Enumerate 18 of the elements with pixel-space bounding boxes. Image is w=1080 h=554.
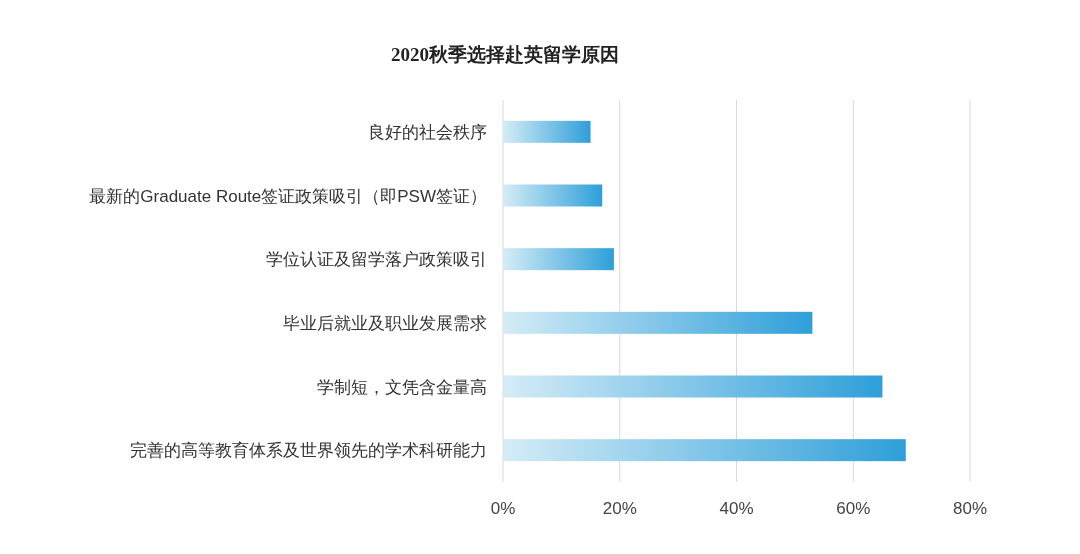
y-tick-label: 毕业后就业及职业发展需求 xyxy=(283,313,487,333)
x-tick-label: 40% xyxy=(719,499,754,518)
bar xyxy=(503,311,813,334)
x-tick-label: 0% xyxy=(490,499,516,518)
y-tick-label: 学位认证及留学落户政策吸引 xyxy=(266,250,487,270)
bar xyxy=(503,184,603,207)
y-tick-label: 最新的Graduate Route签证政策吸引（即PSW签证） xyxy=(89,186,487,206)
y-tick-label: 学制短，文凭含金量高 xyxy=(317,377,487,397)
x-tick-label: 60% xyxy=(836,499,871,518)
bar xyxy=(503,375,883,398)
y-tick-label: 完善的高等教育体系及世界领先的学术科研能力 xyxy=(130,441,487,461)
x-tick-label: 20% xyxy=(602,499,637,518)
x-tick-label: 80% xyxy=(952,499,988,518)
bar xyxy=(503,248,614,271)
chart-title: 2020秋季选择赴英留学原因 xyxy=(391,44,619,65)
bar xyxy=(503,120,591,143)
bar xyxy=(503,439,906,462)
y-tick-label: 良好的社会秩序 xyxy=(368,122,487,142)
